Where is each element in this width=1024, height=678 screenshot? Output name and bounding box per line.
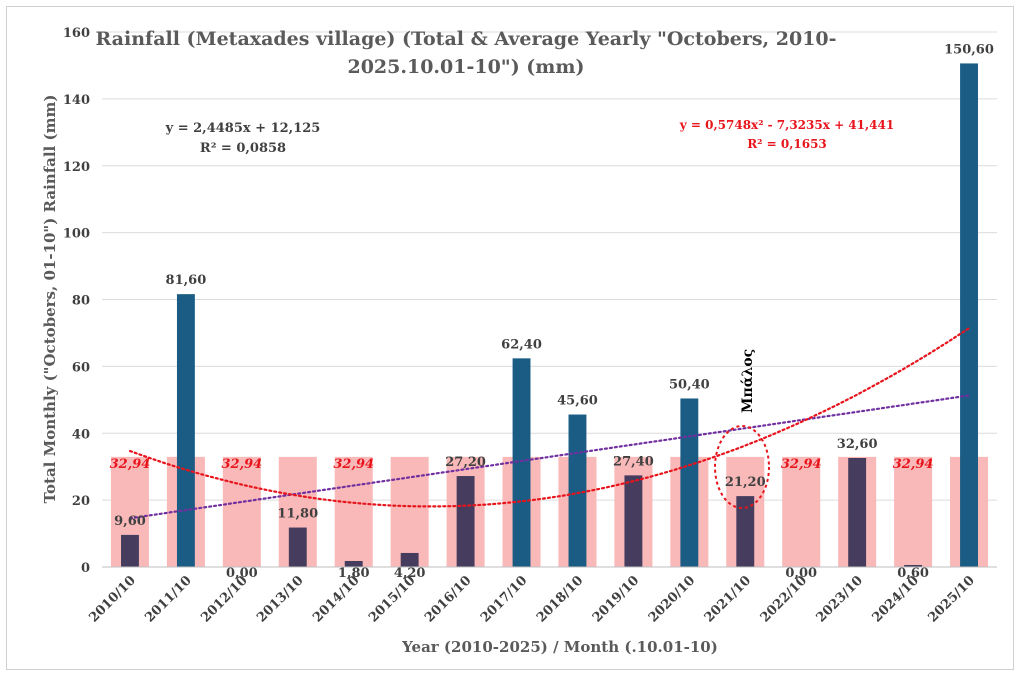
poly-trend-r2: R² = 0,1653 xyxy=(747,137,827,151)
average-value-label: 32,94 xyxy=(110,457,151,472)
x-tick-label: 2012/10 xyxy=(198,573,250,625)
total-bar xyxy=(288,527,307,567)
total-bar xyxy=(121,534,139,567)
x-tick-label: 2023/10 xyxy=(814,573,866,625)
total-bar xyxy=(512,358,531,567)
y-axis-label: Total Monthly ("Octobers, 01-10") Rainfa… xyxy=(41,95,59,504)
y-tick-label: 60 xyxy=(72,360,90,375)
total-bar xyxy=(456,476,475,567)
linear-trend-r2: R² = 0,0858 xyxy=(200,141,286,156)
average-value-label: 32,94 xyxy=(221,457,262,472)
average-bar xyxy=(782,456,821,567)
x-tick-label: 2020/10 xyxy=(646,573,698,625)
average-bar xyxy=(334,456,373,567)
total-bar xyxy=(848,457,867,567)
total-bar xyxy=(344,560,363,567)
annotation-mpalos: Μπάλος xyxy=(740,349,756,413)
y-tick-label: 0 xyxy=(81,561,90,576)
y-tick-label: 160 xyxy=(63,26,90,41)
total-bar xyxy=(624,475,643,567)
linear-trend-equation: y = 2,4485x + 12,125 xyxy=(165,121,321,136)
total-bars xyxy=(121,63,978,568)
x-tick-label: 2016/10 xyxy=(422,573,474,625)
chart-title-line-1: Rainfall (Metaxades village) (Total & Av… xyxy=(95,28,836,50)
y-tick-label: 120 xyxy=(63,160,90,175)
trendlines xyxy=(128,327,971,520)
total-bar xyxy=(176,294,195,567)
bar-value-label: 150,60 xyxy=(944,42,994,57)
y-tick-label: 20 xyxy=(72,494,90,509)
y-tick-label: 140 xyxy=(63,93,90,108)
x-tick-label: 2017/10 xyxy=(478,573,530,625)
y-tick-label: 40 xyxy=(72,427,90,442)
x-tick-label: 2021/10 xyxy=(702,573,754,625)
gridlines: 0 20 40 60 80 100 120 140 160 xyxy=(63,26,997,576)
x-tick-label: 2018/10 xyxy=(534,573,586,625)
total-bar xyxy=(736,496,755,567)
x-axis-label: Year (2010-2025) / Month (.10.01-10) xyxy=(401,638,718,656)
polynomial-trendline xyxy=(128,327,971,508)
average-value-label: 32,94 xyxy=(781,457,822,472)
x-tick-label: 2024/10 xyxy=(870,573,922,625)
bar-value-label: 0,00 xyxy=(785,566,817,581)
bar-value-label: 50,40 xyxy=(669,377,710,392)
total-bar xyxy=(960,63,978,568)
x-tick-label: 2015/10 xyxy=(366,573,418,625)
bar-value-label: 11,80 xyxy=(277,507,318,522)
bar-value-label: 4,20 xyxy=(394,566,426,581)
average-bar xyxy=(894,456,933,567)
average-value-label: 32,94 xyxy=(333,457,374,472)
total-bar xyxy=(680,398,699,567)
y-tick-label: 100 xyxy=(63,227,90,242)
poly-trend-equation: y = 0,5748x² - 7,3235x + 41,441 xyxy=(679,118,894,132)
y-tick-label: 80 xyxy=(72,294,90,309)
bar-value-label: 32,60 xyxy=(837,437,878,452)
bar-value-label: 9,60 xyxy=(114,514,146,529)
bar-value-label: 0,00 xyxy=(226,566,258,581)
bar-value-label: 81,60 xyxy=(166,273,207,288)
linear-trendline xyxy=(128,394,971,520)
chart-title-line-2: 2025.10.01-10") (mm) xyxy=(347,56,584,78)
bar-value-label: 1,80 xyxy=(338,566,370,581)
average-value-label: 32,94 xyxy=(893,457,934,472)
total-bar xyxy=(568,414,587,567)
x-tick-label: 2011/10 xyxy=(142,573,194,625)
bar-value-label: 27,20 xyxy=(445,455,486,470)
x-tick-label: 2025/10 xyxy=(926,573,978,625)
average-bar xyxy=(222,456,261,567)
bar-value-label: 27,40 xyxy=(613,454,654,469)
bar-value-label: 45,60 xyxy=(557,394,598,409)
x-tick-label: 2014/10 xyxy=(310,573,362,625)
total-bar xyxy=(904,564,923,567)
bar-value-label: 0,60 xyxy=(897,566,929,581)
bar-value-label: 21,20 xyxy=(725,475,766,490)
x-tick-label: 2019/10 xyxy=(590,573,642,625)
x-tick-label: 2022/10 xyxy=(758,573,810,625)
total-bar xyxy=(400,552,419,567)
bar-value-label: 62,40 xyxy=(501,337,542,352)
x-tick-label: 2013/10 xyxy=(254,573,306,625)
highlight-circle xyxy=(714,425,770,509)
x-tick-label: 2010/10 xyxy=(86,573,138,625)
average-bar xyxy=(390,456,429,567)
